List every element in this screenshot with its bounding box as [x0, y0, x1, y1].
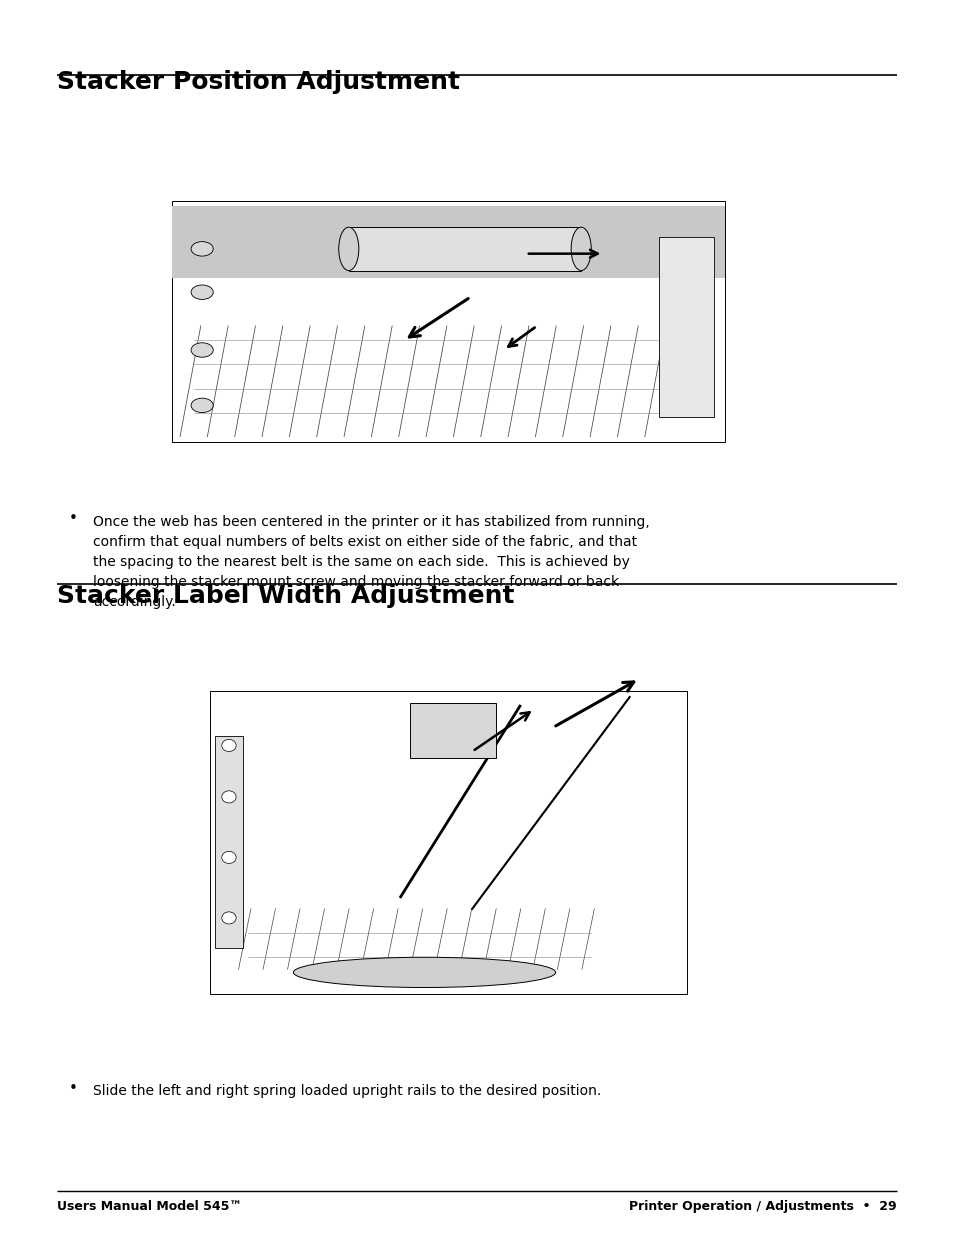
Ellipse shape — [191, 343, 213, 357]
Text: Users Manual Model 545™: Users Manual Model 545™ — [57, 1199, 242, 1213]
Ellipse shape — [221, 911, 235, 924]
Ellipse shape — [221, 790, 235, 803]
Text: Stacker Label Width Adjustment: Stacker Label Width Adjustment — [57, 584, 514, 608]
Text: Once the web has been centered in the printer or it has stabilized from running,: Once the web has been centered in the pr… — [93, 515, 649, 609]
Bar — [214, 736, 243, 948]
Text: Stacker Position Adjustment: Stacker Position Adjustment — [57, 70, 459, 94]
Ellipse shape — [571, 227, 591, 270]
Text: Printer Operation / Adjustments  •  29: Printer Operation / Adjustments • 29 — [629, 1199, 896, 1213]
Ellipse shape — [191, 285, 213, 299]
Ellipse shape — [221, 851, 235, 863]
Bar — [172, 205, 724, 278]
Bar — [410, 703, 496, 757]
Text: •: • — [69, 1081, 77, 1095]
Text: •: • — [69, 511, 77, 526]
Bar — [172, 201, 724, 442]
Ellipse shape — [191, 398, 213, 412]
Bar — [349, 227, 580, 270]
Text: Slide the left and right spring loaded upright rails to the desired position.: Slide the left and right spring loaded u… — [93, 1084, 601, 1098]
Bar — [658, 237, 713, 417]
Ellipse shape — [191, 242, 213, 256]
Ellipse shape — [293, 957, 555, 988]
Ellipse shape — [338, 227, 358, 270]
Ellipse shape — [221, 740, 235, 751]
Bar — [210, 692, 686, 993]
